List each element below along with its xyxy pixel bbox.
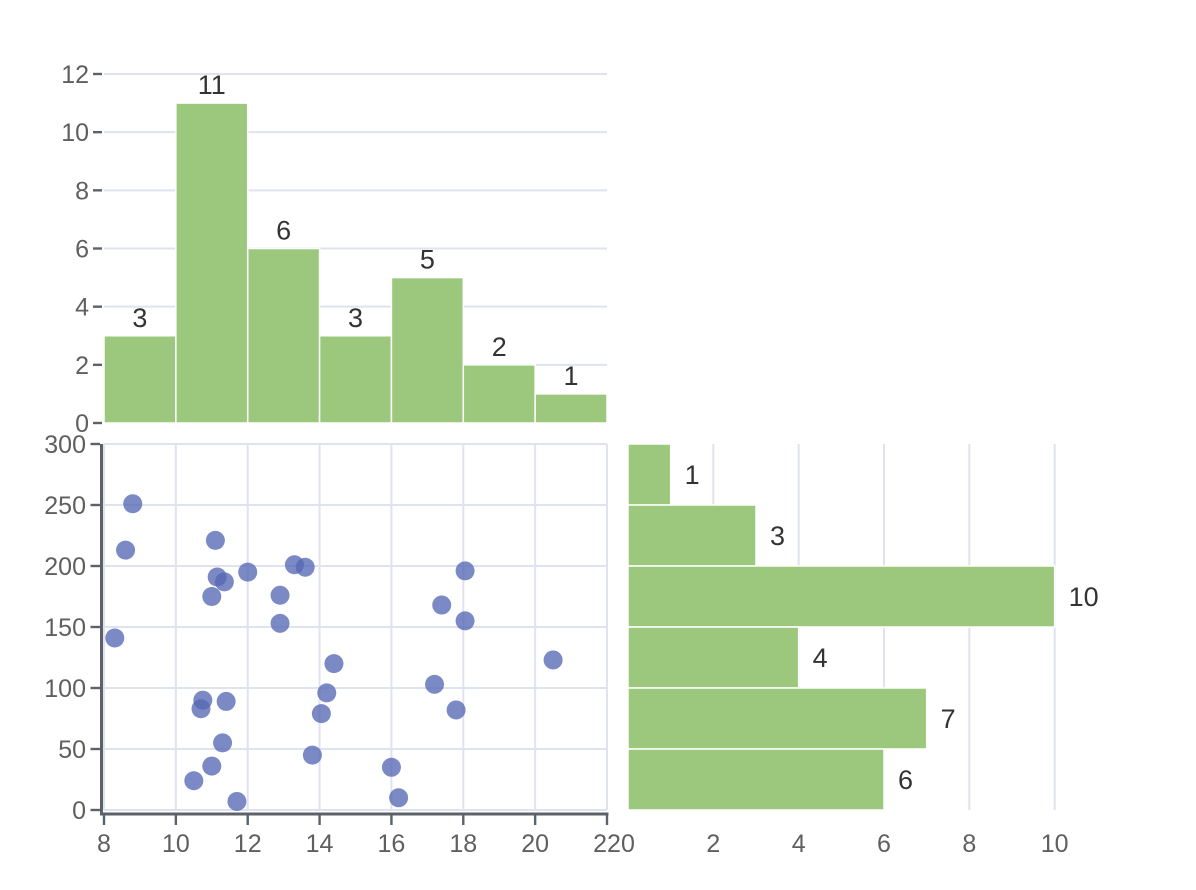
y-tick-label: 10: [61, 119, 89, 147]
scatter-point: [227, 791, 247, 811]
scatter-point: [270, 585, 290, 605]
x-tick-label: 22: [593, 830, 621, 858]
bar-count-label: 7: [941, 704, 956, 734]
bar-count-label: 1: [564, 361, 579, 391]
scatter-point: [389, 788, 409, 808]
scatter-point: [216, 691, 236, 711]
histogram-bar: [627, 626, 800, 689]
right-histogram: 0 2 4 6 8 10 1 3 10 4 7 6: [621, 443, 1099, 858]
histogram-bar: [175, 102, 249, 424]
y-tick-label: 6: [75, 236, 89, 264]
histogram-bar: [627, 565, 1056, 628]
x-tick-label: 12: [234, 830, 262, 858]
histogram-bar: [627, 748, 885, 811]
scatter-plot: 8 10 12 14 16 18 20 22 0 50 100 150 200 250 300: [44, 431, 621, 858]
scatter-point: [317, 683, 337, 703]
bar-count-label: 3: [348, 303, 363, 333]
y-tick-label: 12: [61, 61, 89, 89]
scatter-point: [432, 595, 452, 615]
x-tick-label: 14: [306, 830, 334, 858]
scatter-point: [295, 557, 315, 577]
scatter-point: [116, 540, 136, 560]
x-tick-label: 4: [792, 830, 806, 858]
x-tick-label: 6: [877, 830, 891, 858]
scatter-point: [425, 674, 445, 694]
scatter-point: [205, 530, 225, 550]
x-tick-label: 0: [621, 830, 635, 858]
bar-count-label: 10: [1069, 582, 1099, 612]
scatter-point: [184, 771, 204, 791]
x-tick-label: 8: [97, 830, 111, 858]
x-tick-label: 10: [1041, 830, 1069, 858]
scatter-point: [123, 494, 143, 514]
y-tick-label: 200: [44, 553, 86, 581]
x-tick-label: 20: [521, 830, 549, 858]
scatter-point: [446, 700, 466, 720]
y-tick-label: 300: [44, 431, 86, 459]
histogram-bar: [627, 504, 757, 567]
histogram-bar: [627, 443, 672, 506]
y-tick-label: 50: [58, 736, 86, 764]
x-tick-label: 16: [378, 830, 406, 858]
y-tick-label: 150: [44, 614, 86, 642]
scatter-point: [455, 561, 475, 581]
scatter-point: [543, 650, 563, 670]
scatter-point: [214, 572, 234, 592]
histogram-bar: [103, 335, 177, 424]
bar-count-label: 3: [770, 521, 785, 551]
scatter-point: [202, 587, 222, 606]
bar-count-label: 2: [492, 332, 507, 362]
x-tick-label: 2: [706, 830, 720, 858]
histogram-bar: [318, 335, 393, 424]
y-tick-label: 100: [44, 675, 86, 703]
scatter-point: [238, 562, 258, 582]
scatter-point: [381, 757, 401, 777]
bar-count-label: 4: [813, 643, 828, 673]
top-histogram: 0 2 4 6 8 10 12 3 11 6 3 5 2 1: [61, 61, 608, 438]
scatter-point: [302, 745, 322, 765]
scatter-point: [105, 628, 125, 648]
bar-count-label: 1: [685, 460, 700, 490]
scatter-point: [311, 704, 331, 724]
x-tick-label: 10: [162, 830, 190, 858]
histogram-bar: [246, 247, 321, 424]
histogram-bar: [627, 687, 928, 750]
bar-count-label: 11: [198, 70, 226, 100]
y-tick-label: 250: [44, 492, 86, 520]
bar-count-label: 6: [898, 765, 913, 795]
scatter-point: [213, 733, 233, 753]
bar-count-label: 3: [132, 303, 147, 333]
histogram-bar: [534, 393, 608, 424]
histogram-bar: [390, 276, 465, 424]
scatter-point: [193, 690, 213, 710]
y-tick-label: 0: [75, 410, 89, 438]
scatter-point: [324, 654, 344, 674]
histogram-bar: [462, 364, 536, 424]
bar-count-label: 6: [276, 216, 291, 246]
bar-count-label: 5: [420, 245, 435, 275]
x-tick-label: 8: [962, 830, 976, 858]
y-tick-label: 0: [72, 797, 86, 825]
scatter-point: [455, 611, 475, 631]
y-tick-label: 2: [75, 352, 89, 380]
y-tick-label: 8: [75, 177, 89, 205]
x-tick-label: 18: [449, 830, 477, 858]
scatter-point: [202, 756, 222, 776]
y-tick-label: 4: [75, 294, 89, 322]
scatter-point: [270, 613, 290, 633]
